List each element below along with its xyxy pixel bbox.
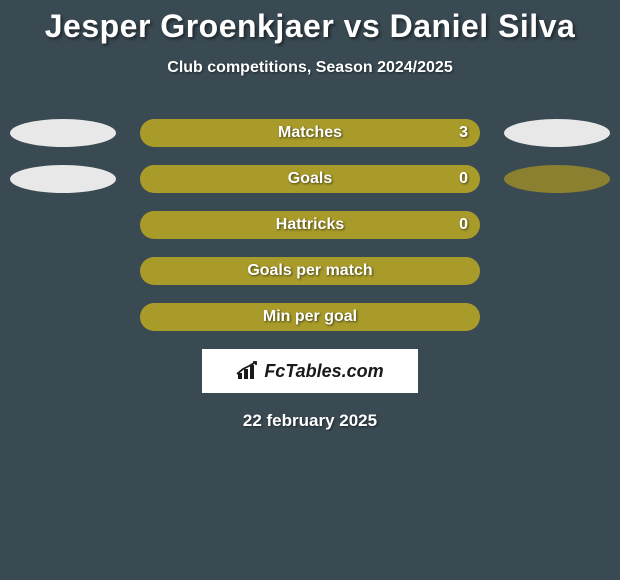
date-text: 22 february 2025 (0, 411, 620, 431)
stat-label: Goals per match (247, 262, 372, 280)
brand-box: FcTables.com (202, 349, 418, 393)
brand-logo: FcTables.com (236, 361, 383, 382)
subtitle: Club competitions, Season 2024/2025 (0, 59, 620, 77)
player2-name: Daniel Silva (390, 8, 576, 44)
right-oval (504, 165, 610, 193)
stat-row: Goals per match (0, 257, 620, 285)
stat-label: Hattricks (276, 216, 344, 234)
chart-icon (236, 361, 260, 381)
comparison-infographic: Jesper Groenkjaer vs Daniel Silva Club c… (0, 0, 620, 431)
player1-name: Jesper Groenkjaer (45, 8, 335, 44)
left-oval (10, 165, 116, 193)
stat-row: Min per goal (0, 303, 620, 331)
stats-section: Matches 3 Goals 0 Hattricks 0 Goals per match M… (0, 119, 620, 331)
left-oval (10, 119, 116, 147)
stat-row: Goals 0 (0, 165, 620, 193)
stat-label: Matches (278, 124, 342, 142)
stat-label: Min per goal (263, 308, 357, 326)
stat-bar: Goals per match (140, 257, 480, 285)
stat-bar: Matches 3 (140, 119, 480, 147)
stat-value: 0 (459, 216, 468, 234)
stat-bar: Hattricks 0 (140, 211, 480, 239)
stat-value: 3 (459, 124, 468, 142)
vs-text: vs (344, 8, 381, 44)
stat-label: Goals (288, 170, 332, 188)
stat-value: 0 (459, 170, 468, 188)
page-title: Jesper Groenkjaer vs Daniel Silva (0, 8, 620, 45)
stat-bar: Goals 0 (140, 165, 480, 193)
brand-text: FcTables.com (264, 361, 383, 382)
stat-bar: Min per goal (140, 303, 480, 331)
stat-row: Matches 3 (0, 119, 620, 147)
right-oval (504, 119, 610, 147)
stat-row: Hattricks 0 (0, 211, 620, 239)
